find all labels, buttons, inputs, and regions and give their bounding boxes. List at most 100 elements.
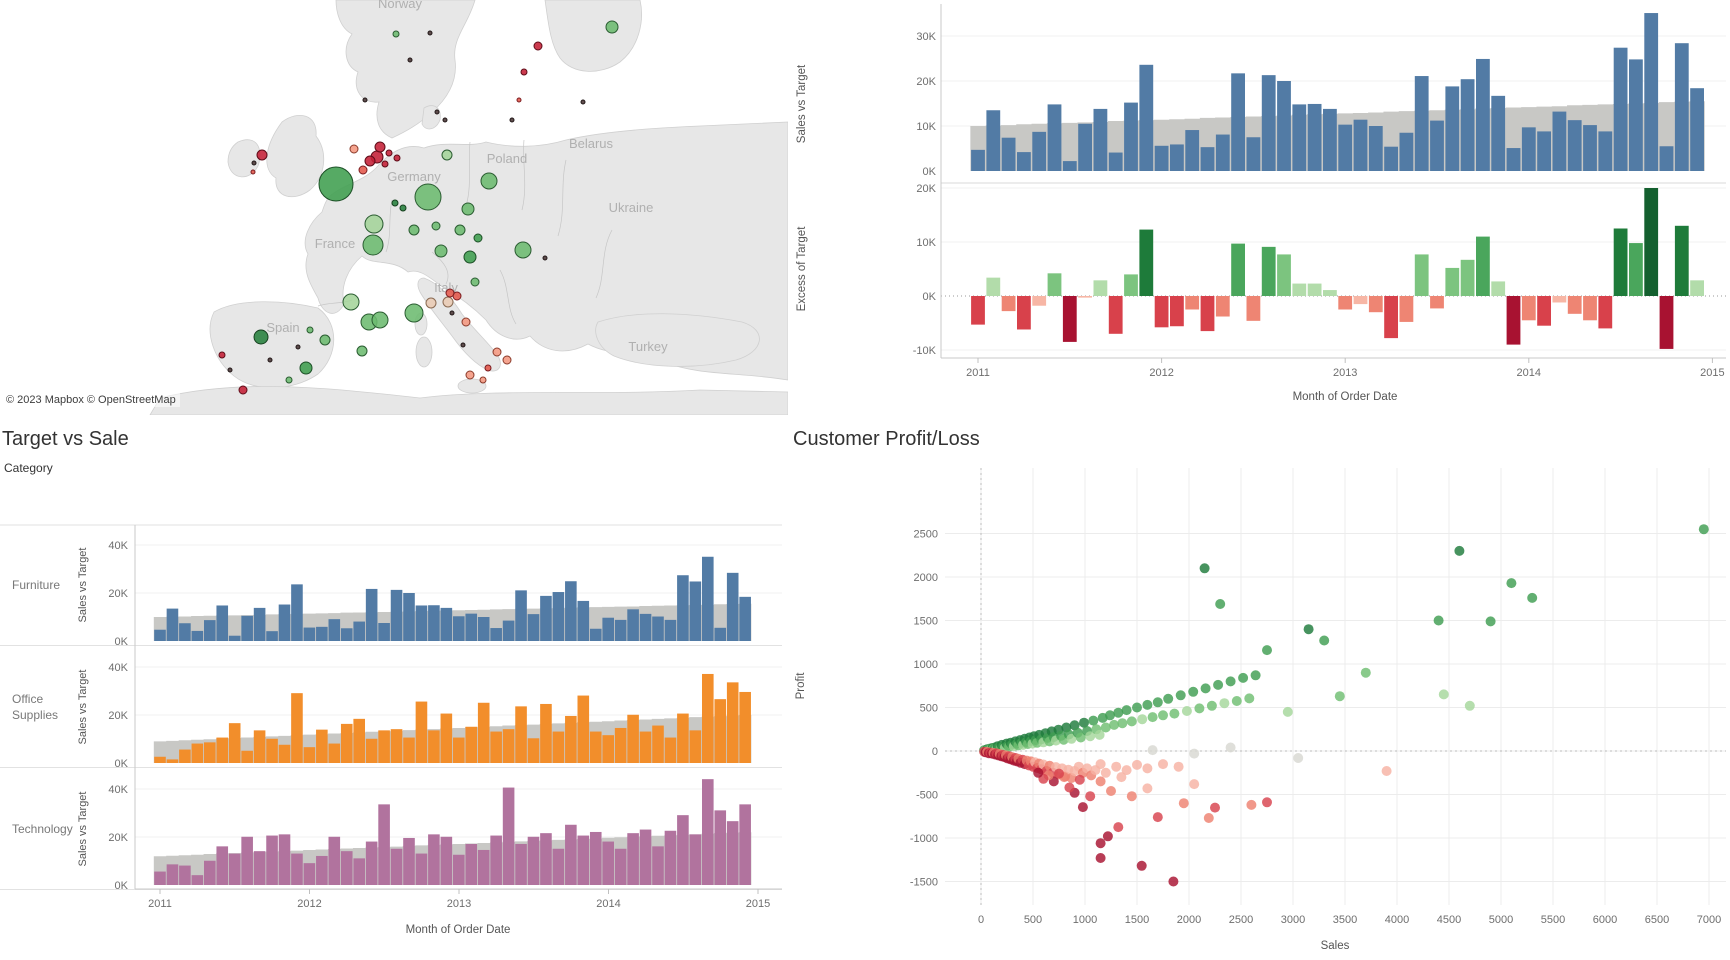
sales-bar[interactable] (490, 628, 502, 641)
customer-point[interactable] (1094, 729, 1105, 740)
map-bubble[interactable] (520, 68, 528, 76)
sales-bar[interactable] (1154, 145, 1169, 171)
sales-bar[interactable] (253, 851, 266, 885)
customer-point[interactable] (1485, 616, 1496, 627)
sales-bar[interactable] (403, 737, 415, 763)
customer-point[interactable] (1303, 624, 1314, 635)
excess-bar[interactable] (1246, 296, 1261, 321)
sales-bar[interactable] (1338, 124, 1353, 171)
customer-point[interactable] (1206, 700, 1217, 711)
customer-point[interactable] (1381, 766, 1392, 776)
sales-bar[interactable] (515, 843, 527, 885)
sales-bar[interactable] (589, 731, 602, 763)
sales-bar[interactable] (390, 589, 403, 641)
customer-point[interactable] (1085, 731, 1096, 742)
excess-bar[interactable] (1323, 290, 1337, 296)
sales-bar[interactable] (1368, 126, 1383, 171)
excess-bar[interactable] (1200, 296, 1215, 332)
map-bubble[interactable] (514, 241, 532, 259)
customer-point[interactable] (1433, 615, 1444, 626)
map-bubble[interactable] (441, 149, 453, 161)
sales-bar[interactable] (739, 804, 751, 885)
sales-bar[interactable] (1047, 104, 1062, 171)
sales-bar[interactable] (453, 737, 465, 763)
sales-bar[interactable] (378, 804, 390, 885)
sales-bar[interactable] (1001, 137, 1016, 171)
customer-point[interactable] (1163, 693, 1174, 704)
excess-bar[interactable] (1078, 296, 1092, 298)
sales-bar[interactable] (1062, 161, 1077, 171)
map-bubble[interactable] (542, 255, 548, 261)
customer-point[interactable] (1181, 706, 1192, 716)
excess-bar[interactable] (1338, 296, 1353, 310)
sales-bar[interactable] (191, 875, 204, 885)
sales-bar[interactable] (1231, 73, 1245, 171)
sales-bar[interactable] (415, 853, 428, 885)
sales-bar[interactable] (340, 723, 353, 763)
sales-bar[interactable] (739, 596, 751, 641)
map-bubble[interactable] (285, 376, 293, 384)
map-bubble[interactable] (434, 244, 448, 258)
sales-bar[interactable] (291, 853, 303, 885)
sales-bar[interactable] (1185, 130, 1200, 171)
customer-point[interactable] (1152, 812, 1163, 823)
sales-bar[interactable] (639, 613, 652, 641)
map-bubble[interactable] (425, 297, 437, 309)
sales-bar[interactable] (502, 620, 515, 641)
sales-bar[interactable] (1139, 64, 1154, 171)
customer-point[interactable] (1246, 799, 1257, 810)
excess-bar[interactable] (1353, 296, 1368, 305)
customer-point[interactable] (1147, 712, 1158, 723)
sales-bar[interactable] (154, 756, 166, 763)
customer-point[interactable] (1132, 759, 1142, 770)
sales-bar[interactable] (1460, 79, 1475, 171)
sales-bar[interactable] (154, 871, 166, 885)
map-bubble[interactable] (516, 97, 522, 103)
customer-point[interactable] (1113, 822, 1124, 833)
customer-point[interactable] (1225, 676, 1236, 687)
customer-point[interactable] (1203, 813, 1214, 823)
customer-point[interactable] (1142, 699, 1153, 710)
sales-bar[interactable] (1078, 123, 1092, 171)
sales-bar[interactable] (1537, 131, 1551, 171)
map-bubble[interactable] (391, 199, 399, 207)
map-bubble[interactable] (251, 160, 257, 166)
sales-bar[interactable] (677, 815, 689, 885)
customer-point[interactable] (1116, 772, 1127, 783)
sales-bar[interactable] (490, 835, 502, 885)
map-bubble[interactable] (227, 367, 233, 373)
sales-bar[interactable] (328, 743, 341, 763)
customer-point[interactable] (1194, 703, 1205, 714)
customer-point[interactable] (1137, 714, 1148, 725)
sales-bar[interactable] (652, 616, 664, 641)
sales-bar[interactable] (577, 600, 590, 641)
sales-bar[interactable] (365, 738, 378, 763)
customer-point[interactable] (1219, 698, 1230, 709)
customer-point[interactable] (1121, 705, 1132, 716)
sales-bar[interactable] (702, 779, 714, 885)
sales-bar[interactable] (552, 592, 565, 641)
sales-bar[interactable] (1506, 148, 1521, 171)
map-bubble[interactable] (385, 149, 393, 157)
sales-bar[interactable] (614, 727, 627, 763)
customer-point[interactable] (1132, 702, 1142, 713)
customer-point[interactable] (1188, 686, 1199, 697)
sales-bar[interactable] (340, 628, 353, 641)
map-bubble[interactable] (393, 154, 401, 162)
customer-point[interactable] (1121, 765, 1132, 776)
excess-bar[interactable] (1598, 296, 1613, 329)
sales-bar[interactable] (166, 608, 179, 641)
excess-bar[interactable] (1139, 229, 1154, 296)
excess-bar[interactable] (1047, 273, 1062, 296)
excess-bar[interactable] (1185, 296, 1200, 310)
sales-bar[interactable] (465, 613, 478, 641)
customer-point[interactable] (1147, 745, 1158, 756)
sales-bar[interactable] (1323, 108, 1337, 171)
sales-bar[interactable] (552, 731, 565, 763)
map-bubble[interactable] (605, 20, 619, 34)
sales-bar[interactable] (627, 833, 639, 885)
sales-bar[interactable] (278, 744, 291, 763)
sales-bar[interactable] (714, 627, 727, 641)
map-bubble[interactable] (358, 165, 368, 175)
customer-point[interactable] (1085, 791, 1096, 802)
